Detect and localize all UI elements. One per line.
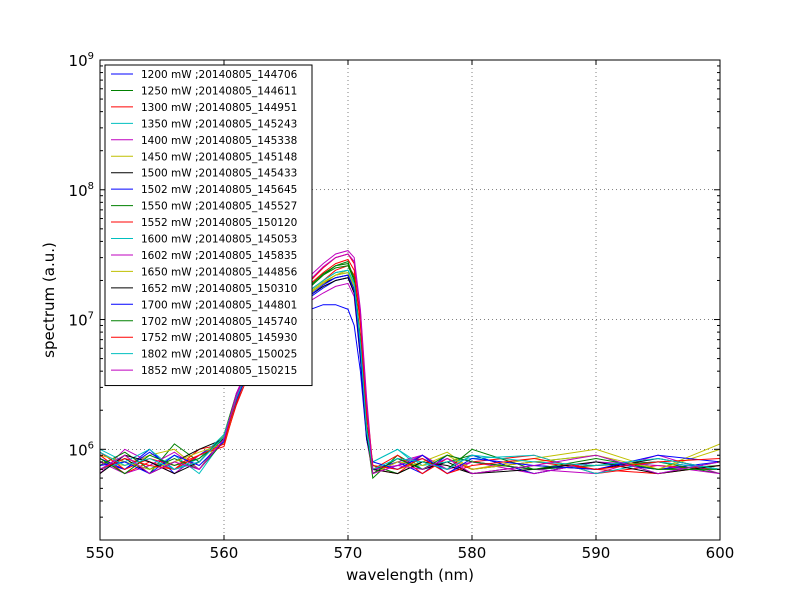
- x-tick-label: 590: [582, 544, 611, 562]
- x-tick-label: 580: [458, 544, 487, 562]
- legend-label: 1300 mW ;20140805_144951: [141, 102, 297, 114]
- y-tick-label: 106: [69, 440, 94, 459]
- y-tick-label: 107: [69, 311, 94, 330]
- legend-label: 1350 mW ;20140805_145243: [141, 118, 297, 130]
- legend-label: 1450 mW ;20140805_145148: [141, 151, 297, 163]
- legend-label: 1500 mW ;20140805_145433: [141, 168, 297, 180]
- legend-box: [104, 64, 313, 387]
- x-tick-label: 570: [334, 544, 363, 562]
- legend-label: 1652 mW ;20140805_150310: [141, 283, 297, 295]
- series-line-9: [100, 263, 720, 475]
- series-lines: [100, 250, 720, 480]
- y-tick-label: 108: [69, 181, 94, 200]
- x-tick-label: 600: [706, 544, 735, 562]
- legend-label: 1602 mW ;20140805_145835: [141, 250, 297, 262]
- series-line-18: [100, 269, 720, 471]
- legend-label: 1250 mW ;20140805_144611: [141, 85, 297, 97]
- legend-label: 1550 mW ;20140805_145527: [141, 201, 297, 213]
- y-tick-label: 109: [69, 51, 94, 70]
- legend-label: 1400 mW ;20140805_145338: [141, 135, 297, 147]
- legend-label: 1702 mW ;20140805_145740: [141, 316, 297, 328]
- series-line-7: [100, 274, 720, 475]
- series-line-10: [100, 258, 720, 475]
- legend-label: 1200 mW ;20140805_144706: [141, 69, 298, 81]
- legend-label: 1650 mW ;20140805_144856: [141, 266, 298, 278]
- legend-label: 1600 mW ;20140805_145053: [141, 234, 297, 246]
- plot-frame: [99, 59, 721, 541]
- legend-label: 1752 mW ;20140805_145930: [141, 332, 297, 344]
- axis-ticks: 550 560 570 580 590 600 106 107 108 109: [69, 51, 735, 562]
- legend: 1200 mW ;20140805_144706 1250 mW ;2014080…: [104, 64, 313, 387]
- legend-label: 1502 mW ;20140805_145645: [141, 184, 297, 196]
- x-tick-label: 550: [86, 544, 115, 562]
- x-tick-label: 560: [210, 544, 239, 562]
- series-line-6: [100, 269, 720, 471]
- legend-label: 1552 mW ;20140805_150120: [141, 217, 297, 229]
- legend-label: 1852 mW ;20140805_150215: [141, 365, 297, 377]
- y-axis-label: spectrum (a.u.): [40, 242, 58, 358]
- series-line-19: [100, 253, 720, 475]
- x-axis-label: wavelength (nm): [346, 566, 474, 584]
- legend-label: 1802 mW ;20140805_150025: [141, 349, 297, 361]
- legend-label: 1700 mW ;20140805_144801: [141, 299, 297, 311]
